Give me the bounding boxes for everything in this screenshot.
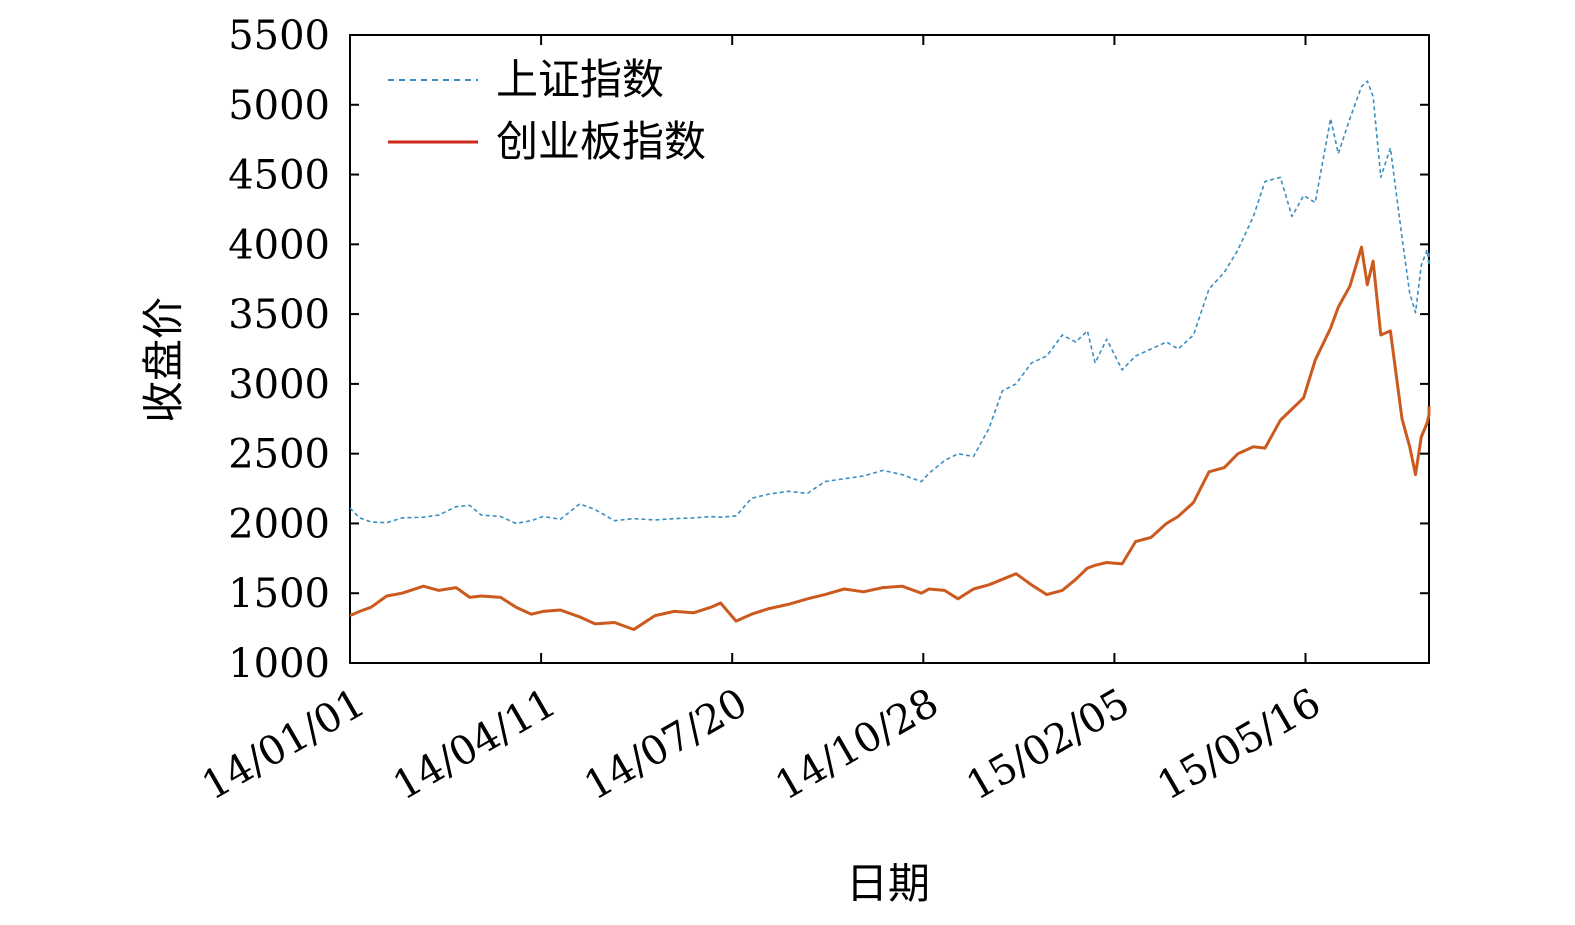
x-tick-label: 14/04/11 <box>386 680 565 810</box>
legend-label-shanghai: 上证指数 <box>496 55 664 104</box>
y-tick-label: 1500 <box>228 571 330 617</box>
plot-frame <box>349 34 1430 664</box>
series-line-shanghai <box>349 80 1430 525</box>
y-tick-label: 5500 <box>228 13 330 59</box>
legend-label-chinext: 创业板指数 <box>496 117 706 166</box>
series-group <box>349 80 1431 631</box>
y-tick-label: 2000 <box>228 501 330 547</box>
x-axis: 14/01/01 14/04/11 14/07/20 14/10/28 15/02/05… <box>194 35 1329 810</box>
x-tick-label: 14/07/20 <box>577 680 756 810</box>
y-tick-label: 1000 <box>228 641 330 687</box>
legend: 上证指数 创业板指数 <box>388 55 706 166</box>
x-tick-label: 14/01/01 <box>194 680 373 810</box>
y-tick-label: 3500 <box>228 292 330 338</box>
y-tick-label: 3000 <box>228 362 330 408</box>
x-tick-label: 15/05/16 <box>1150 680 1329 810</box>
y-tick-label: 5000 <box>228 83 330 129</box>
x-tick-label: 15/02/05 <box>959 680 1138 810</box>
y-axis-title: 收盘价 <box>139 297 188 423</box>
y-tick-label: 4500 <box>228 153 330 199</box>
y-tick-label: 4000 <box>228 222 330 268</box>
y-tick-label: 2500 <box>228 432 330 478</box>
x-axis-title: 日期 <box>846 859 930 908</box>
y-axis: 1000 1500 2000 2500 3000 3500 4000 4500 5000 5500 <box>228 13 1429 687</box>
x-tick-label: 14/10/28 <box>768 680 947 810</box>
series-line-chinext <box>349 245 1431 631</box>
